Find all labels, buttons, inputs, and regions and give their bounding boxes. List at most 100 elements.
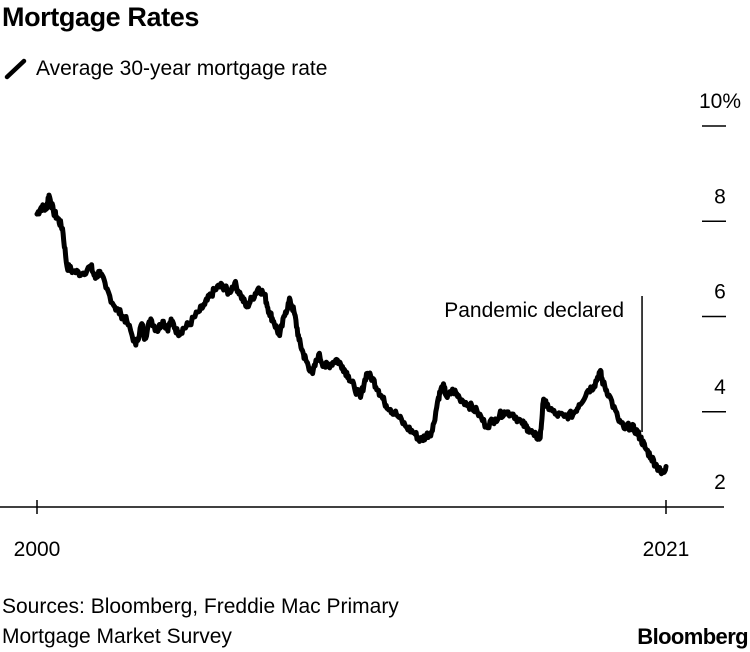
data-point (598, 369, 603, 374)
data-point (214, 285, 219, 290)
legend-label: Average 30-year mortgage rate (36, 57, 328, 80)
y-tick-label: 10% (699, 90, 741, 113)
legend: Average 30-year mortgage rate (4, 54, 327, 84)
data-point (142, 335, 147, 340)
data-point (267, 309, 272, 314)
data-point (628, 424, 633, 429)
data-point (340, 364, 345, 369)
data-point (403, 424, 408, 429)
data-point (466, 402, 471, 407)
data-point (544, 402, 549, 407)
data-point (538, 435, 543, 440)
annotation-label: Pandemic declared (444, 299, 624, 322)
data-point (352, 385, 357, 390)
data-point (358, 395, 363, 400)
data-point (88, 264, 93, 269)
data-point (334, 357, 339, 362)
data-point (622, 426, 627, 431)
data-point (436, 395, 441, 400)
data-point (97, 269, 102, 274)
data-point (79, 271, 84, 276)
data-point (571, 412, 576, 417)
data-point (526, 426, 531, 431)
data-point (328, 362, 333, 367)
data-point (46, 193, 51, 198)
data-point (39, 204, 44, 209)
data-point (304, 359, 309, 364)
data-point (502, 409, 507, 414)
data-point (226, 290, 231, 295)
data-point (457, 395, 462, 400)
data-point (232, 281, 237, 286)
data-point (445, 395, 450, 400)
data-point (592, 383, 597, 388)
data-point (297, 338, 302, 343)
data-point (112, 304, 117, 309)
data-point (511, 412, 516, 417)
line-swatch-icon (4, 58, 27, 80)
data-point (202, 302, 207, 307)
source-line-1: Sources: Bloomberg, Freddie Mac Primary (2, 595, 399, 618)
data-point (277, 333, 282, 338)
data-point (412, 431, 417, 436)
data-point (55, 216, 60, 221)
y-axis: 10% 8 6 4 2 (699, 90, 741, 494)
x-axis: 2000 2021 (0, 500, 724, 561)
data-point (283, 309, 288, 314)
data-point (175, 331, 180, 336)
data-point (601, 381, 606, 386)
data-point (553, 412, 558, 417)
data-point (634, 428, 639, 433)
data-point (165, 326, 170, 331)
data-point (577, 402, 582, 407)
data-point (493, 416, 498, 421)
data-point (376, 388, 381, 393)
data-point (346, 374, 351, 379)
data-point (520, 421, 525, 426)
y-tick-label: 4 (714, 376, 726, 399)
data-point (475, 409, 480, 414)
data-point (181, 326, 186, 331)
data-point (418, 438, 423, 443)
data-point (169, 319, 174, 324)
data-point (133, 343, 138, 348)
data-point (638, 435, 643, 440)
data-point (424, 433, 429, 438)
data-point (388, 407, 393, 412)
data-point (256, 285, 261, 290)
data-point (370, 376, 375, 381)
data-point (220, 283, 225, 288)
data-point (64, 264, 69, 269)
data-point (430, 428, 435, 433)
data-point (196, 309, 201, 314)
data-point (271, 319, 276, 324)
data-point (586, 388, 591, 393)
data-point (451, 388, 456, 393)
data-point (139, 321, 144, 326)
data-point (655, 464, 660, 469)
data-point (484, 424, 489, 429)
data-point (607, 393, 612, 398)
source-line-2: Mortgage Market Survey (2, 625, 232, 648)
data-point (532, 433, 537, 438)
data-point (364, 371, 369, 376)
chart-title: Mortgage Rates (2, 2, 199, 32)
data-point (93, 276, 98, 281)
data-point (70, 269, 75, 274)
data-point (649, 454, 654, 459)
data-point (250, 295, 255, 300)
data-point (659, 471, 664, 476)
y-tick-label: 2 (714, 471, 726, 494)
series-layer (34, 192, 669, 477)
data-point (322, 364, 327, 369)
data-point (187, 321, 192, 326)
data-point (288, 297, 293, 302)
source-note: Sources: Bloomberg, Freddie Mac Primary … (2, 592, 399, 652)
data-point (292, 312, 297, 317)
annotation-layer: Pandemic declared (444, 296, 643, 432)
data-point (316, 352, 321, 357)
data-point (43, 207, 48, 212)
data-point (301, 352, 306, 357)
data-point (244, 304, 249, 309)
series-line-mortgage-rate (34, 192, 669, 477)
